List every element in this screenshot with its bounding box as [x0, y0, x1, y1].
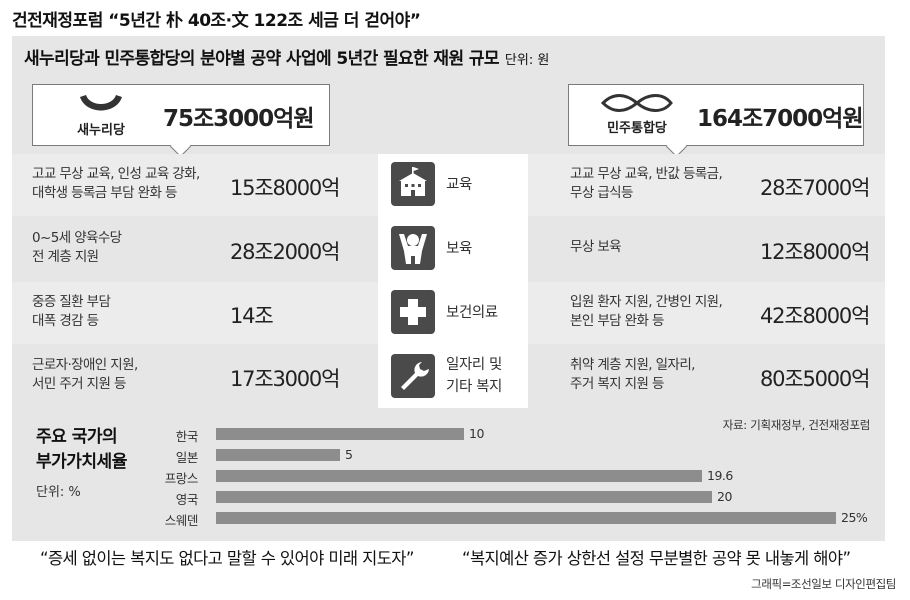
bar-category-label: 영국 — [175, 492, 199, 507]
row-jobs-left-desc: 근로자·장애인 지원, 서민 주거 지원 등 — [32, 356, 138, 394]
row-education-left-amount: 15조8000억 — [230, 176, 340, 200]
row-health-left-desc: 중증 질환 부담 대폭 경감 등 — [32, 293, 111, 331]
desc-line: 무상 보육 — [570, 239, 622, 255]
category-childcare: 보육 — [446, 241, 472, 257]
bar — [216, 491, 712, 503]
bar-value-label: 10 — [469, 426, 484, 441]
desc-line: 주거 복지 지원 등 — [570, 376, 664, 392]
panel-title: 새누리당과 민주통합당의 분야별 공약 사업에 5년간 필요한 재원 규모 단위:… — [24, 44, 549, 69]
saenuri-logo: 새누리당 — [51, 91, 151, 141]
party-total-left: 75조3000억원 — [163, 106, 315, 132]
bar-category-label: 한국 — [175, 429, 199, 444]
row-health-right-desc: 입원 환자 지원, 간병인 지원, 본인 부담 완화 등 — [570, 293, 723, 331]
desc-line: 0~5세 양육수당 — [32, 230, 122, 246]
medical-cross-icon — [391, 290, 435, 334]
minju-logo: 민주통합당 — [587, 91, 687, 141]
row-education-right-desc: 고교 무상 교육, 반값 등록금, 무상 급식등 — [570, 165, 723, 203]
party-box-minju: 민주통합당 164조7000억원 — [568, 84, 864, 146]
minju-logo-icon — [600, 94, 673, 112]
party-total-right: 164조7000억원 — [697, 106, 864, 132]
category-education: 교육 — [446, 177, 472, 193]
quote-right: “복지예산 증가 상한선 설정 무분별한 공약 못 내놓게 해야” — [462, 549, 851, 568]
row-childcare-left-desc: 0~5세 양육수당 전 계층 지원 — [32, 229, 122, 267]
bar-category-label: 스웨덴 — [164, 513, 199, 528]
row-jobs-right-amount: 80조5000억 — [760, 367, 870, 391]
bar — [216, 449, 340, 461]
bar — [216, 512, 836, 524]
bar-category-label: 프랑스 — [164, 471, 199, 486]
chart-unit: 단위: % — [36, 485, 81, 500]
desc-line: 고교 무상 교육, 반값 등록금, — [570, 166, 723, 182]
saenuri-logo-icon — [80, 95, 122, 111]
party-name-left: 새누리당 — [77, 123, 125, 138]
desc-line: 전 계층 지원 — [32, 249, 99, 265]
bar — [216, 428, 464, 440]
desc-line: 본인 부담 완화 등 — [570, 313, 664, 329]
chart-title: 주요 국가의 부가가치세율 — [36, 425, 127, 475]
child-care-icon — [391, 226, 435, 270]
panel-unit: 단위: 원 — [504, 53, 550, 68]
row-education-right-amount: 28조7000억 — [760, 176, 870, 200]
row-education-left-desc: 고교 무상 교육, 인성 교육 강화, 대학생 등록금 부담 완화 등 — [32, 165, 200, 203]
graphic-credit: 그래픽=조선일보 디자인편집팀 — [751, 577, 896, 591]
row-health-right-amount: 42조8000억 — [760, 304, 870, 328]
source-note: 자료: 기획재정부, 건전재정포럼 — [722, 418, 871, 432]
row-childcare-right-desc: 무상 보육 — [570, 238, 622, 257]
desc-line: 입원 환자 지원, 간병인 지원, — [570, 294, 723, 310]
desc-line: 중증 질환 부담 — [32, 294, 111, 310]
bar-value-label: 5 — [345, 447, 353, 462]
category-line: 기타 복지 — [446, 379, 502, 395]
desc-line: 고교 무상 교육, 인성 교육 강화, — [32, 166, 200, 182]
wrench-icon — [391, 354, 435, 398]
row-childcare-right-amount: 12조8000억 — [760, 240, 870, 264]
chart-title-line: 주요 국가의 — [36, 427, 118, 447]
bar-value-label: 20 — [717, 489, 732, 504]
desc-line: 근로자·장애인 지원, — [32, 357, 138, 373]
category-line: 일자리 및 — [446, 357, 502, 373]
party-name-right: 민주통합당 — [607, 121, 667, 136]
panel-title-text: 새누리당과 민주통합당의 분야별 공약 사업에 5년간 필요한 재원 규모 — [24, 49, 500, 69]
row-childcare-left-amount: 28조2000억 — [230, 240, 340, 264]
category-jobs: 일자리 및 기타 복지 — [446, 354, 502, 398]
desc-line: 무상 급식등 — [570, 185, 633, 201]
desc-line: 대폭 경감 등 — [32, 313, 99, 329]
row-jobs-right-desc: 취약 계층 지원, 일자리, 주거 복지 지원 등 — [570, 356, 695, 394]
headline: 건전재정포럼 “5년간 朴 40조·文 122조 세금 더 걷어야” — [12, 11, 421, 31]
chart-title-line: 부가가치세율 — [36, 452, 127, 472]
row-health-left-amount: 14조 — [230, 304, 274, 328]
school-icon — [391, 162, 435, 206]
category-health: 보건의료 — [446, 305, 498, 321]
desc-line: 대학생 등록금 부담 완화 등 — [32, 185, 177, 201]
bar-category-label: 일본 — [175, 450, 199, 465]
quote-left: “증세 없이는 복지도 없다고 말할 수 있어야 미래 지도자” — [40, 549, 414, 568]
row-jobs-left-amount: 17조3000억 — [230, 367, 340, 391]
bar-value-label: 25% — [841, 510, 868, 525]
bar-value-label: 19.6 — [707, 468, 733, 483]
bar — [216, 470, 702, 482]
desc-line: 취약 계층 지원, 일자리, — [570, 357, 695, 373]
party-box-saenuri: 새누리당 75조3000억원 — [32, 84, 330, 146]
desc-line: 서민 주거 지원 등 — [32, 376, 126, 392]
